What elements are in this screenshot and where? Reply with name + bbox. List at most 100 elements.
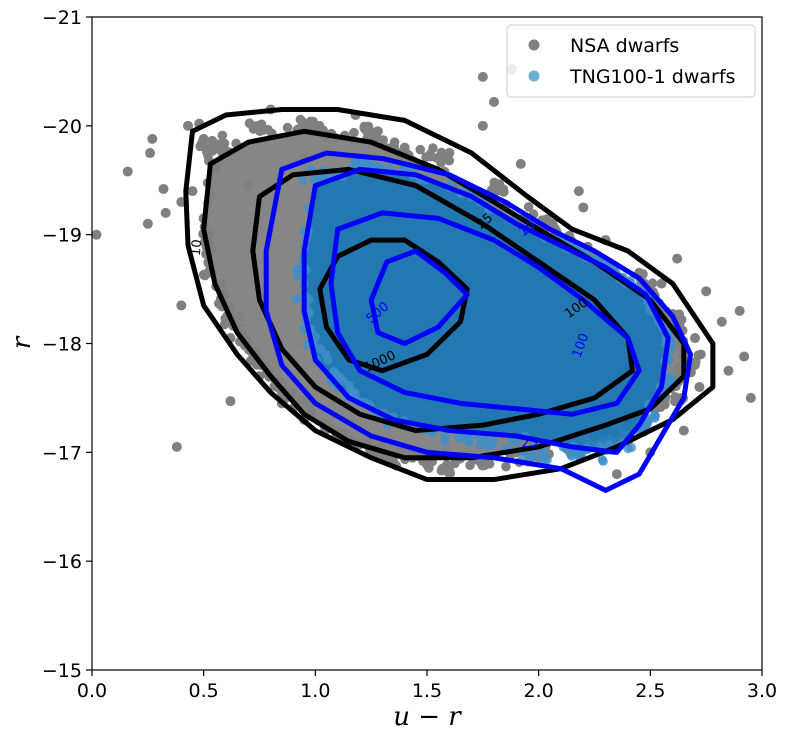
nsa-point xyxy=(216,278,227,289)
nsa-point xyxy=(673,362,684,372)
tng-point xyxy=(329,367,339,377)
nsa-contour-1000 xyxy=(317,237,470,374)
tng-point xyxy=(539,447,549,458)
nsa-point xyxy=(187,186,198,197)
nsa-point xyxy=(256,119,267,130)
y-tick-label: −19 xyxy=(42,225,82,247)
tng-point xyxy=(293,271,303,281)
nsa-point xyxy=(694,382,705,393)
tng-point xyxy=(640,421,651,431)
x-tick-label: 3.0 xyxy=(747,680,777,702)
tng-point xyxy=(483,441,493,451)
nsa-point xyxy=(145,148,156,159)
nsa-point xyxy=(443,467,454,478)
legend: NSA dwarfs TNG100-1 dwarfs xyxy=(506,24,756,98)
x-tick-label: 0.0 xyxy=(77,680,107,702)
tng-contour-100 xyxy=(328,210,642,417)
tng-point xyxy=(291,293,301,304)
x-tick-label: 1.0 xyxy=(300,680,330,702)
tng-point xyxy=(298,175,308,186)
y-tick-label: −17 xyxy=(42,442,82,464)
nsa-point xyxy=(171,441,182,452)
nsa-point xyxy=(611,469,622,480)
y-tick-label: −21 xyxy=(42,7,82,29)
legend-label-tng: TNG100-1 dwarfs xyxy=(569,66,735,88)
contour-label: 25 xyxy=(521,436,538,451)
nsa-point xyxy=(147,133,158,144)
nsa-point xyxy=(122,166,133,177)
nsa-point xyxy=(501,461,511,472)
tng-point xyxy=(323,355,333,365)
nsa-point xyxy=(160,207,171,218)
nsa-point xyxy=(207,191,218,202)
nsa-point xyxy=(158,183,169,194)
nsa-point xyxy=(421,152,431,162)
nsa-point xyxy=(436,147,447,158)
x-tick-label: 2.5 xyxy=(635,680,665,702)
nsa-point xyxy=(183,120,194,131)
tng-point xyxy=(344,380,354,391)
y-tick-label: −18 xyxy=(42,334,82,356)
nsa-point xyxy=(672,253,683,264)
contour-lines xyxy=(183,107,716,493)
nsa-point xyxy=(489,96,499,107)
nsa-point xyxy=(176,300,187,311)
nsa-point xyxy=(734,305,745,316)
tng-point xyxy=(350,388,360,399)
nsa-point xyxy=(201,147,212,157)
tng-point xyxy=(626,443,636,453)
nsa-point xyxy=(655,402,666,413)
nsa-point xyxy=(399,142,410,153)
nsa-point xyxy=(693,350,704,360)
nsa-point xyxy=(378,135,388,145)
legend-box xyxy=(506,24,756,98)
nsa-point xyxy=(515,158,526,169)
tng-point xyxy=(597,455,607,465)
x-tick-label: 1.5 xyxy=(412,680,442,702)
nsa-contour-100 xyxy=(250,166,635,434)
nsa-point xyxy=(349,127,359,138)
tng-point xyxy=(528,452,538,463)
nsa-point xyxy=(198,133,209,144)
nsa-point xyxy=(215,145,226,155)
nsa-point xyxy=(142,218,153,229)
nsa-point xyxy=(484,459,495,469)
nsa-point xyxy=(444,155,455,166)
nsa-point xyxy=(92,229,102,240)
nsa-point xyxy=(444,148,455,159)
nsa-point xyxy=(217,130,228,141)
nsa-point xyxy=(243,180,254,191)
nsa-point xyxy=(437,155,447,165)
legend-marker-tng xyxy=(528,70,540,82)
x-tick-label: 2.0 xyxy=(524,680,554,702)
nsa-point xyxy=(647,278,658,289)
tng-point xyxy=(440,430,450,441)
nsa-point xyxy=(415,144,426,155)
nsa-point xyxy=(573,186,584,197)
nsa-point xyxy=(297,395,307,405)
nsa-point xyxy=(489,177,500,188)
nsa-point xyxy=(523,202,534,212)
nsa-point xyxy=(428,143,438,153)
nsa-point xyxy=(297,117,308,127)
nsa-point xyxy=(701,286,712,297)
nsa-point xyxy=(282,122,293,133)
y-axis: −21 −20 −19 −18 −17 −16 −15 xyxy=(42,7,92,682)
x-axis-label: u − r xyxy=(393,702,462,732)
nsa-point xyxy=(225,396,236,407)
tng-point xyxy=(315,343,326,354)
nsa-point xyxy=(372,126,383,137)
nsa-point xyxy=(234,311,245,322)
nsa-point xyxy=(578,202,589,213)
nsa-point xyxy=(676,314,687,325)
y-tick-label: −20 xyxy=(42,116,82,138)
nsa-point xyxy=(678,425,689,436)
tng-point xyxy=(567,451,577,461)
nsa-point xyxy=(690,333,700,344)
y-tick-label: −16 xyxy=(42,551,82,573)
nsa-point xyxy=(739,351,750,362)
tng-point xyxy=(454,433,464,443)
nsa-point xyxy=(244,118,255,129)
